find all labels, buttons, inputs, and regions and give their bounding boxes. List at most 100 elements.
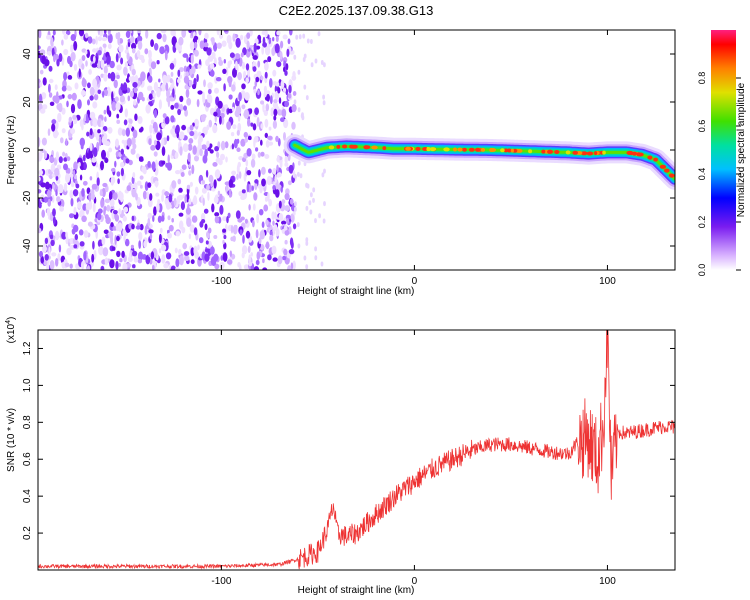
spectrogram-noise-cell [202, 197, 205, 206]
spectrogram-noise-cell [276, 30, 281, 36]
spectrogram-noise-cell [89, 86, 95, 96]
spectrogram-noise-cell [228, 179, 233, 188]
spectrogram-noise-cell [260, 123, 264, 129]
spectrogram-noise-cell [53, 54, 56, 63]
spectrogram-noise-cell [153, 139, 157, 146]
spectrogram-noise-cell [215, 77, 222, 82]
spectrogram-noise-cell [47, 198, 51, 207]
spectrogram-noise-cell [150, 144, 156, 151]
spectrogram-noise-cell [134, 113, 138, 121]
spectrogram-noise-cell [298, 34, 302, 40]
spectrogram-noise-cell [248, 254, 251, 264]
spectrogram-noise-cell [303, 255, 307, 261]
spectrogram-noise-cell [170, 30, 174, 36]
spectrogram-noise-cell [322, 100, 326, 106]
spectrogram-noise-cell [208, 143, 213, 149]
spectrogram-noise-cell [132, 264, 136, 269]
spectrogram-noise-cell [40, 108, 46, 114]
spectrogram-noise-cell [263, 204, 269, 212]
spectrogram-noise-cell [190, 54, 194, 64]
spectrogram-noise-cell [137, 80, 141, 87]
spectrogram-noise-cell [182, 143, 189, 153]
spectrogram-y-ticks: -40 -20 0 20 40 [22, 48, 675, 253]
spectrogram-noise-cell [252, 66, 257, 72]
spectrogram-noise-cell [117, 178, 120, 185]
spectrogram-x-tick-label: -100 [211, 276, 231, 287]
spectrogram-noise-cell [52, 183, 55, 190]
spectrogram-noise-cell [182, 242, 187, 250]
spectrogram-noise-cell [267, 141, 274, 146]
spectrogram-noise-cell [275, 81, 280, 87]
spectrogram-noise-cell [175, 258, 180, 268]
spectrogram-noise-cell [158, 248, 162, 254]
snr-y-ticks: 0.2 0.4 0.6 0.8 1.0 1.2 [22, 341, 675, 540]
colorbar-tick-label: 0.8 [697, 72, 707, 85]
spectrogram-noise-cell [81, 261, 85, 270]
spectrogram-noise-cell [51, 47, 55, 57]
spectrogram-noise-cell [63, 48, 69, 56]
spectrogram-noise-cell [244, 137, 248, 143]
spectrogram-noise-cell [263, 85, 267, 94]
spectrogram-noise-cell [296, 222, 300, 228]
spectrogram-noise-cell [281, 108, 287, 118]
spectrogram-noise-cell [147, 75, 153, 83]
spectrogram-noise-cell [149, 233, 153, 240]
spectrogram-peak-cell [572, 150, 578, 155]
spectrogram-noise-cell [38, 151, 43, 160]
spectrogram-noise-cell [199, 148, 203, 157]
spectrogram-noise-cell [118, 44, 124, 53]
spectrogram-noise-cell [58, 244, 62, 253]
spectrogram-noise-cell [177, 69, 181, 78]
spectrogram-noise-cell [181, 164, 187, 170]
spectrogram-noise-cell [39, 250, 43, 258]
spectrogram-noise-cell [282, 87, 287, 93]
spectrogram-noise-cell [207, 191, 210, 201]
spectrogram-noise-cell [138, 156, 144, 162]
spectrogram-noise-cell [138, 54, 145, 61]
spectrogram-noise-cell [145, 30, 149, 39]
spectrogram-noise-cell [216, 42, 222, 49]
spectrogram-noise-cell [111, 91, 114, 102]
spectrogram-peak-cell [594, 151, 598, 156]
spectrogram-noise-cell [207, 227, 212, 234]
spectrogram-noise-cell [215, 157, 221, 163]
spectrogram-noise-cell [91, 183, 98, 190]
spectrogram-noise-cell [49, 260, 55, 270]
spectrogram-noise-cell [104, 116, 107, 122]
spectrogram-noise-cell [188, 79, 193, 87]
spectrogram-noise-cell [219, 204, 224, 215]
spectrogram-noise-cell [39, 49, 46, 56]
spectrogram-noise-cell [255, 76, 260, 83]
spectrogram-noise-cell [267, 254, 272, 261]
spectrogram-noise-cell [295, 34, 299, 40]
spectrogram-noise-cell [131, 68, 136, 76]
spectrogram-noise-cell [228, 94, 233, 100]
spectrogram-noise-cell [179, 67, 184, 73]
spectrogram-noise-cell [39, 69, 44, 75]
spectrogram-noise-cell [219, 261, 225, 270]
spectrogram-noise-cell [289, 198, 294, 205]
spectrogram-noise-cell [132, 172, 136, 179]
spectrogram-noise-cell [85, 60, 88, 67]
spectrogram-noise-cell [81, 55, 86, 61]
spectrogram-noise-cell [84, 50, 88, 55]
spectrogram-noise-cell [112, 192, 118, 201]
spectrogram-noise-cell [46, 190, 52, 198]
spectrogram-noise-cell [165, 162, 169, 168]
spectrogram-peak-cell [516, 148, 523, 153]
spectrogram-noise-cell [288, 84, 292, 94]
spectrogram-noise-cell [184, 194, 187, 204]
spectrogram-noise-cell [92, 48, 97, 53]
spectrogram-noise-cell [244, 218, 248, 224]
spectrogram-noise-cell [179, 146, 183, 156]
spectrogram-noise-cell [250, 252, 253, 257]
spectrogram-x-tick-label: 100 [599, 276, 616, 287]
spectrogram-noise-cell [241, 245, 248, 255]
spectrogram-peak-cell [328, 145, 335, 150]
spectrogram-noise-cell [193, 245, 198, 256]
spectrogram-noise-cell [162, 113, 167, 119]
spectrogram-noise-cell [292, 260, 296, 270]
spectrogram-noise-cell [160, 244, 167, 252]
snr-y-tick-label: 0.4 [22, 489, 33, 503]
